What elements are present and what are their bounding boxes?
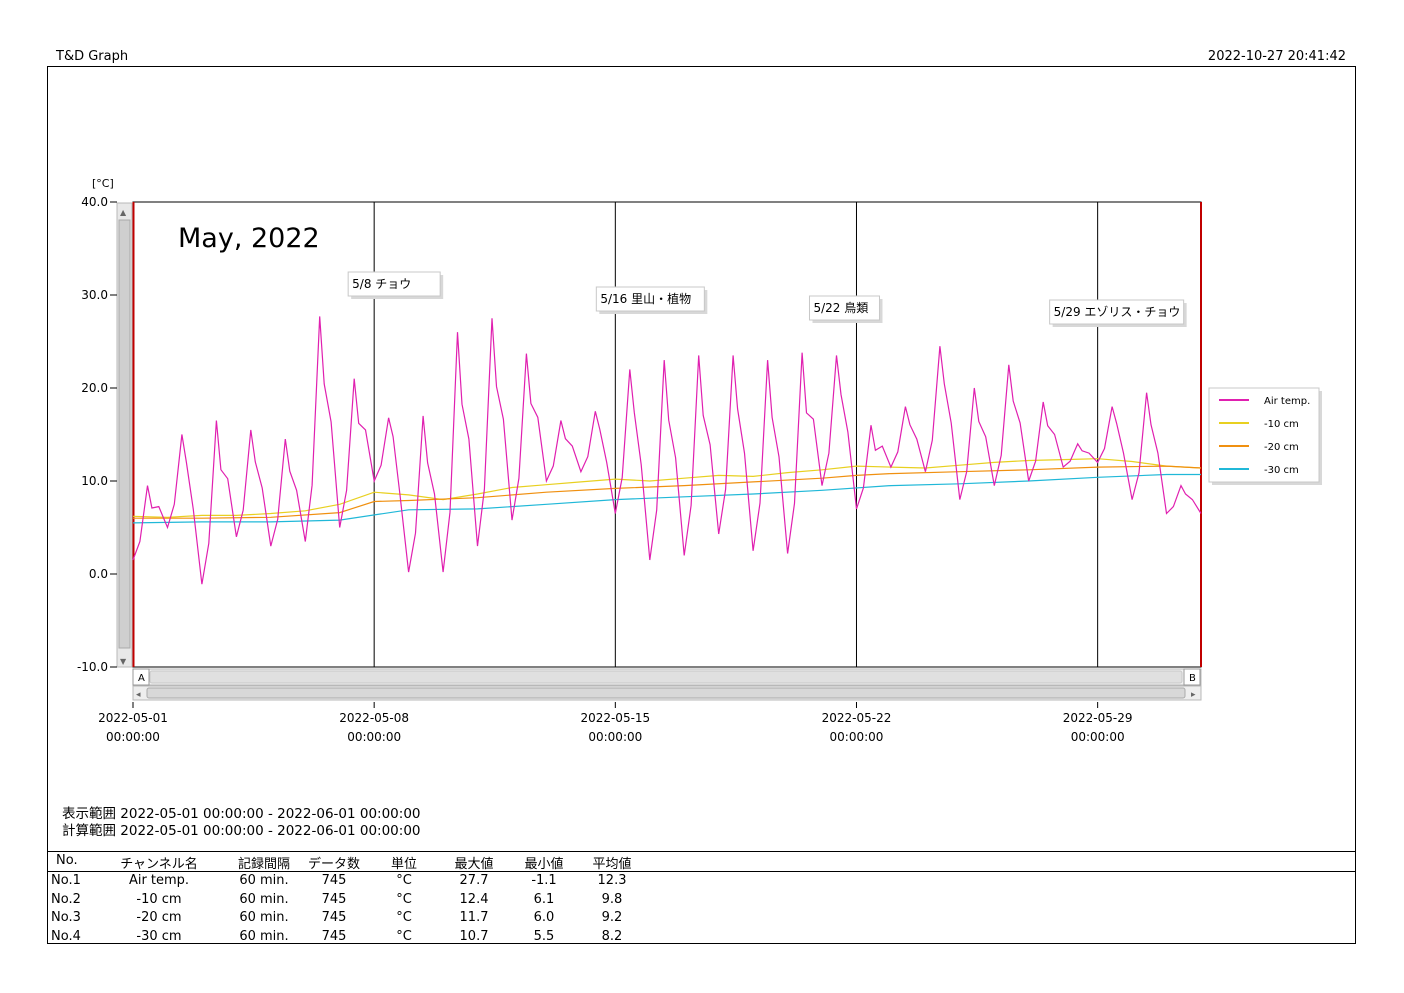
table-cell: 60 min. [239, 910, 289, 925]
annotation-box [1049, 299, 1185, 325]
x-tick-date: 2022-05-15 [580, 711, 650, 725]
y-tick-label: 0.0 [89, 567, 108, 581]
cursor-track[interactable] [149, 670, 1183, 684]
x-tick-time: 00:00:00 [588, 730, 642, 744]
table-cell: 745 [321, 928, 347, 944]
table-header-cell: 最大値 [454, 857, 494, 872]
y-tick-label: -10.0 [77, 660, 108, 674]
table-cell: °C [396, 891, 412, 907]
display-range-text: 表示範囲 2022-05-01 00:00:00 - 2022-06-01 00… [62, 806, 421, 822]
x-tick-time: 00:00:00 [347, 730, 401, 744]
x-tick-time: 00:00:00 [1071, 730, 1125, 744]
x-tick-time: 00:00:00 [106, 730, 160, 744]
table-cell: 60 min. [239, 891, 289, 907]
annotation-box [808, 295, 880, 321]
table-cell: No.1 [51, 873, 81, 888]
table-cell: 27.7 [459, 873, 489, 888]
annotation-text: 5/16 里山・植物 [600, 291, 691, 306]
x-tick-date: 2022-05-22 [822, 711, 892, 725]
temperature-chart: ▲ ▼ [°C] 40.0 30.0 20.0 10.0 0.0 -10.0 2022-05-01… [77, 177, 1322, 744]
series-line-2 [132, 458, 1202, 518]
table-cell: -10 cm [136, 891, 182, 907]
vertical-scroll-thumb[interactable] [118, 219, 131, 649]
legend-label: -10 cm [1264, 419, 1299, 430]
annotation: 5/16 里山・植物 [595, 286, 708, 314]
series-line-3 [133, 465, 1202, 519]
series-line-4 [132, 473, 1201, 524]
table-cell: 12.3 [597, 873, 627, 888]
table-header-cell: データ数 [307, 857, 361, 872]
annotation-text: 5/8 チョウ [352, 277, 411, 291]
table-cell: 9.8 [601, 891, 623, 907]
table-cell: No.2 [51, 891, 81, 907]
table-header-cell: 記録間隔 [237, 857, 291, 872]
print-timestamp: 2022-10-27 20:41:42 [1207, 49, 1346, 64]
table-cell: °C [396, 873, 412, 888]
table-cell: -1.1 [531, 873, 557, 888]
table-header-cell: 平均値 [592, 857, 632, 872]
calc-range-text: 計算範囲 2022-05-01 00:00:00 - 2022-06-01 00… [62, 823, 421, 839]
annotation-text: 5/29 エゾリス・チョウ [1054, 305, 1181, 319]
report-frame [47, 66, 1356, 944]
table-header-rule [47, 871, 1356, 872]
cursor-a-label: A [138, 673, 145, 684]
y-tick-label: 30.0 [81, 288, 108, 302]
scroll-right-icon: ▸ [1191, 690, 1196, 700]
annotation-text: 5/22 鳥類 [813, 300, 868, 315]
app-title: T&D Graph [56, 49, 129, 64]
table-cell: 6.1 [533, 891, 555, 907]
scroll-left-icon: ◂ [136, 690, 141, 700]
legend-label: -20 cm [1264, 442, 1299, 453]
horizontal-scroll-thumb[interactable] [146, 687, 1186, 699]
cursor-b-label: B [1189, 673, 1196, 684]
table-cell: 10.7 [459, 928, 489, 944]
x-tick-date: 2022-05-01 [98, 711, 168, 725]
table-cell: 60 min. [239, 928, 289, 944]
scroll-up-icon: ▲ [120, 208, 127, 217]
y-tick-label: 40.0 [81, 195, 108, 209]
x-tick-date: 2022-05-08 [339, 711, 409, 725]
chart-title: May, 2022 [178, 223, 320, 254]
table-cell: No.4 [51, 928, 81, 944]
plot-area [132, 201, 1202, 668]
x-tick-date: 2022-05-29 [1063, 711, 1133, 725]
table-cell: 745 [321, 910, 347, 925]
table-header-cell: 最小値 [524, 857, 564, 872]
table-cell: 11.7 [459, 910, 489, 925]
legend-label: Air temp. [1264, 396, 1310, 407]
legend-box [1208, 387, 1320, 483]
table-cell: 745 [321, 891, 347, 907]
cursor-a-marker[interactable] [132, 668, 150, 686]
series-line-1 [132, 316, 1202, 585]
annotation-box [347, 271, 441, 297]
scroll-down-icon: ▼ [120, 657, 127, 666]
annotation: 5/8 チョウ [347, 271, 444, 299]
table-cell: °C [396, 910, 412, 925]
table-header-cell: No. [56, 853, 78, 868]
table-cell: No.3 [51, 910, 81, 925]
annotation: 5/22 鳥類 [808, 295, 883, 323]
x-tick-time: 00:00:00 [830, 730, 884, 744]
table-cell: 60 min. [239, 873, 289, 888]
table-cell: 6.0 [533, 910, 555, 925]
y-unit-label: [°C] [92, 177, 114, 190]
table-cell: 9.2 [601, 910, 623, 925]
table-cell: °C [396, 928, 412, 944]
y-tick-label: 20.0 [81, 381, 108, 395]
table-top-rule [47, 851, 1356, 852]
table-header-cell: チャンネル名 [120, 857, 198, 872]
table-cell: 5.5 [533, 928, 555, 944]
table-cell: 8.2 [601, 928, 623, 944]
table-cell: 745 [321, 873, 347, 888]
table-cell: 12.4 [459, 891, 489, 907]
table-header-cell: 単位 [390, 857, 418, 872]
cursor-b-marker[interactable] [1183, 668, 1201, 686]
table-cell: -30 cm [136, 928, 182, 944]
y-tick-label: 10.0 [81, 474, 108, 488]
legend-label: -30 cm [1264, 465, 1299, 476]
table-cell: Air temp. [128, 873, 190, 888]
annotation-box [595, 286, 705, 312]
table-cell: -20 cm [136, 910, 182, 925]
annotation: 5/29 エゾリス・チョウ [1049, 299, 1187, 327]
